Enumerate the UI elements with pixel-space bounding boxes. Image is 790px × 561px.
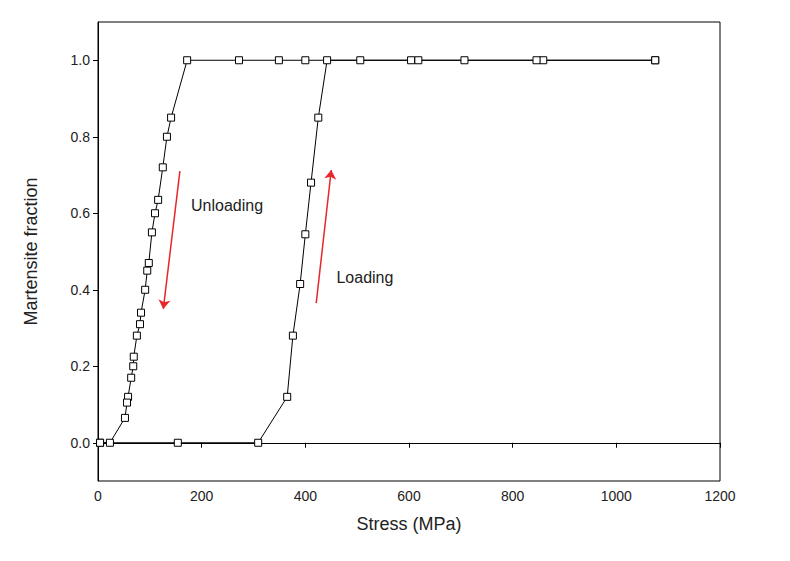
svg-text:Martensite fraction: Martensite fraction bbox=[21, 177, 41, 325]
svg-text:600: 600 bbox=[397, 488, 421, 504]
svg-text:0: 0 bbox=[94, 488, 102, 504]
svg-text:0.0: 0.0 bbox=[71, 435, 91, 451]
svg-text:200: 200 bbox=[190, 488, 214, 504]
svg-text:1200: 1200 bbox=[704, 488, 735, 504]
svg-text:1000: 1000 bbox=[601, 488, 632, 504]
svg-text:0.8: 0.8 bbox=[71, 129, 91, 145]
svg-text:800: 800 bbox=[501, 488, 525, 504]
svg-text:Unloading: Unloading bbox=[191, 197, 263, 214]
svg-text:1.0: 1.0 bbox=[71, 52, 91, 68]
svg-text:0.4: 0.4 bbox=[71, 282, 91, 298]
svg-text:Stress (MPa): Stress (MPa) bbox=[356, 514, 461, 534]
svg-text:0.6: 0.6 bbox=[71, 205, 91, 221]
svg-text:0.2: 0.2 bbox=[71, 358, 91, 374]
svg-text:400: 400 bbox=[294, 488, 318, 504]
svg-text:Loading: Loading bbox=[336, 269, 393, 286]
